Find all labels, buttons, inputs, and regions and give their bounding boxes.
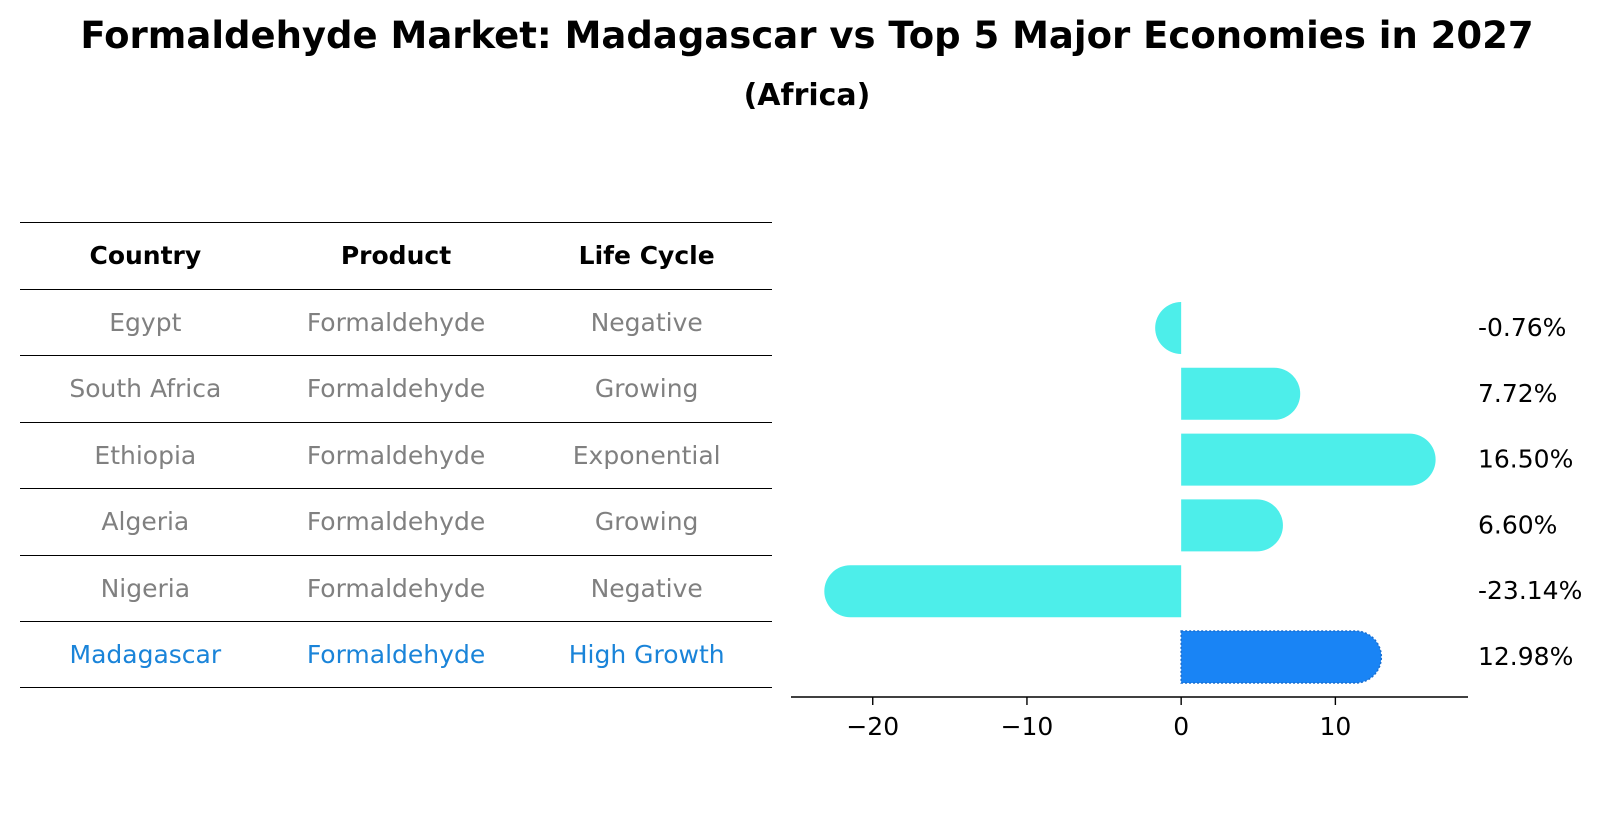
product-cell: Formaldehyde (306, 307, 486, 337)
country-cell: Madagascar (69, 639, 222, 669)
x-tick-label: 10 (1319, 712, 1351, 741)
x-tick-label: −10 (1001, 712, 1054, 741)
data-label: 6.60% (1478, 510, 1557, 539)
country-cell: Ethiopia (94, 440, 197, 470)
country-cell: Egypt (109, 307, 182, 337)
header-life-cycle: Life Cycle (578, 241, 715, 271)
header-country: Country (89, 241, 202, 271)
table-row: Egypt Formaldehyde Negative (20, 288, 772, 356)
data-label: 7.72% (1478, 379, 1557, 408)
bar-south-africa (1181, 367, 1301, 420)
product-cell: Formaldehyde (306, 573, 486, 603)
growth-bar-chart: -0.76% 7.72% 16.50% 6.60% -23.14% 12.98% −20 −1… (791, 302, 1582, 741)
bar-algeria (1181, 499, 1283, 552)
life-cycle-cell: High Growth (568, 639, 725, 669)
data-label: -0.76% (1478, 313, 1566, 342)
country-cell: South Africa (69, 374, 222, 404)
product-cell: Formaldehyde (306, 639, 486, 669)
table-row: Nigeria Formaldehyde Negative (20, 554, 772, 622)
country-table: Country Product Life Cycle Egypt Formald… (20, 222, 772, 688)
bar-ethiopia (1181, 433, 1436, 486)
chart-title: Formaldehyde Market: Madagascar vs Top 5… (80, 14, 1534, 57)
table-row: Algeria Formaldehyde Growing (20, 488, 772, 555)
chart-subtitle: (Africa) (743, 78, 871, 113)
life-cycle-cell: Negative (590, 307, 703, 337)
product-cell: Formaldehyde (306, 374, 486, 404)
product-cell: Formaldehyde (306, 507, 486, 537)
data-label: 16.50% (1478, 445, 1573, 474)
bar-egypt (1155, 302, 1182, 354)
country-cell: Nigeria (100, 573, 191, 603)
table-row: Ethiopia Formaldehyde Exponential (20, 421, 772, 489)
table-header-row: Country Product Life Cycle (20, 222, 772, 289)
table-row: South Africa Formaldehyde Growing (20, 355, 772, 422)
life-cycle-cell: Negative (590, 573, 703, 603)
life-cycle-cell: Exponential (572, 440, 721, 470)
data-label: -23.14% (1478, 576, 1582, 605)
bar-madagascar (1180, 630, 1383, 684)
x-tick-label: 0 (1173, 712, 1189, 741)
country-cell: Algeria (101, 507, 190, 537)
table-row-highlight: Madagascar Formaldehyde High Growth (20, 621, 772, 688)
x-tick-label: −20 (846, 712, 899, 741)
header-product: Product (340, 241, 452, 271)
product-cell: Formaldehyde (306, 440, 486, 470)
life-cycle-cell: Growing (594, 507, 699, 537)
bar-nigeria (824, 565, 1182, 618)
life-cycle-cell: Growing (594, 374, 699, 404)
data-label: 12.98% (1478, 642, 1573, 671)
